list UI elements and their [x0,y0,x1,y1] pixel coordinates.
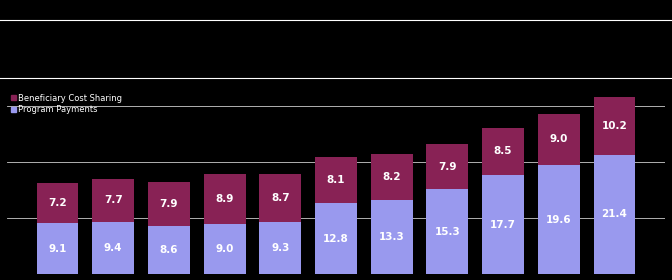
Bar [427,189,468,274]
Text: 8.9: 8.9 [216,194,234,204]
Bar [92,222,134,274]
Bar [259,222,301,274]
Text: 8.1: 8.1 [327,175,345,185]
Text: 7.2: 7.2 [48,198,67,208]
Text: 12.8: 12.8 [323,234,349,244]
Bar [593,97,635,155]
Bar [482,128,524,175]
Bar [259,174,301,222]
Text: 8.7: 8.7 [271,193,290,203]
Text: 7.9: 7.9 [160,199,178,209]
Text: 8.2: 8.2 [382,172,401,182]
Bar [482,175,524,274]
Legend: Beneficiary Cost Sharing, Program Payments: Beneficiary Cost Sharing, Program Paymen… [11,94,122,114]
Text: 7.9: 7.9 [438,162,457,172]
Bar [371,200,413,274]
Bar [92,179,134,222]
Bar [37,183,79,223]
Bar [371,154,413,200]
Text: 10.2: 10.2 [601,121,628,131]
Bar [593,155,635,274]
Text: 9.4: 9.4 [104,243,122,253]
Text: 9.1: 9.1 [48,244,67,254]
Text: 9.0: 9.0 [550,134,568,144]
Bar [427,144,468,189]
Bar [538,114,580,165]
Bar [37,223,79,274]
Text: 9.3: 9.3 [271,243,290,253]
Text: 13.3: 13.3 [379,232,405,242]
Bar [148,182,190,226]
Bar [204,224,245,274]
Text: 8.6: 8.6 [160,245,178,255]
Bar [148,226,190,274]
Text: 8.5: 8.5 [494,146,512,157]
Text: 17.7: 17.7 [490,220,516,230]
Text: 9.0: 9.0 [216,244,234,254]
Bar [538,165,580,274]
Text: 21.4: 21.4 [601,209,628,220]
Bar [315,157,357,203]
Bar [204,174,245,224]
Text: 7.7: 7.7 [104,195,122,205]
Bar [315,203,357,274]
Text: 15.3: 15.3 [435,227,460,237]
Text: 19.6: 19.6 [546,214,572,225]
